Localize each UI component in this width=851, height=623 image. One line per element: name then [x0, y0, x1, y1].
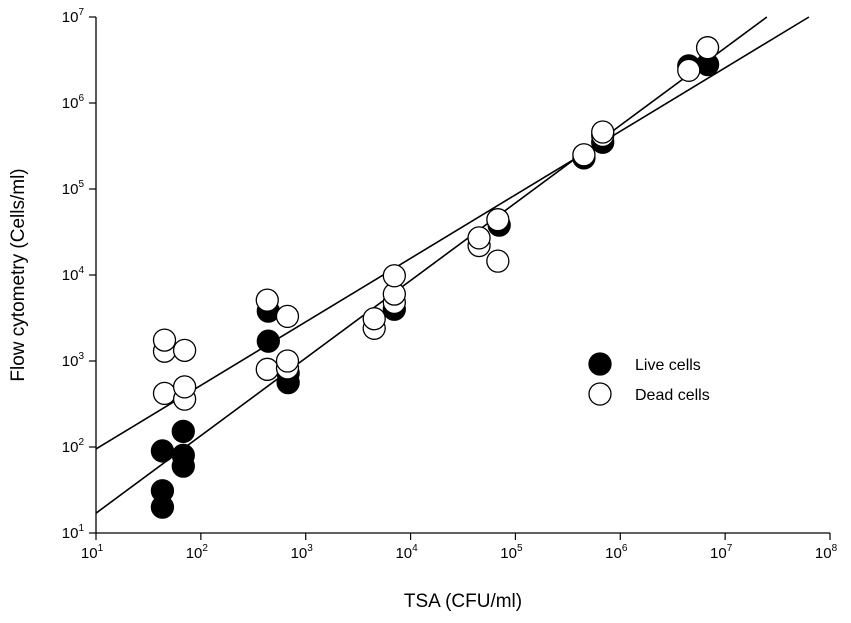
y-tick-exponent: 5 [78, 179, 84, 190]
legend: Live cells Dead cells [588, 352, 710, 406]
x-tick-base: 10 [291, 545, 308, 562]
x-tick-exponent: 1 [98, 543, 104, 554]
y-tick-base: 10 [62, 439, 79, 456]
x-tick-exponent: 4 [412, 543, 418, 554]
live-cells-point [171, 419, 195, 444]
y-tick-label: 101 [62, 523, 85, 542]
legend-marker-dead-cells [588, 382, 612, 406]
y-tick-exponent: 2 [78, 437, 84, 448]
live-cells-point [150, 479, 175, 503]
y-tick-exponent: 1 [78, 523, 84, 534]
y-tick-base: 10 [62, 181, 79, 198]
x-tick-label: 101 [81, 543, 104, 562]
y-axis-label: Flow cytometry (Cells/ml) [8, 168, 29, 381]
fit-lines [95, 16, 810, 514]
x-tick-base: 10 [605, 545, 622, 562]
x-tick-exponent: 6 [622, 543, 628, 554]
y-tick-label: 102 [62, 437, 85, 456]
x-axis-label: TSA (CFU/ml) [404, 591, 522, 612]
dead-cells-point [275, 349, 300, 373]
y-tick-base: 10 [62, 267, 79, 284]
x-tick-label: 106 [605, 543, 628, 562]
dead-cells-point [591, 120, 615, 144]
dead-cells-point [677, 58, 701, 82]
x-tick-exponent: 8 [832, 543, 838, 554]
dead-cells-point [486, 249, 510, 273]
dead-cells-point [486, 208, 510, 232]
y-tick-label: 103 [62, 351, 85, 370]
live-cells-point [171, 443, 195, 467]
y-tick-exponent: 4 [78, 265, 84, 276]
y-tick-base: 10 [62, 9, 79, 26]
x-tick-exponent: 5 [517, 543, 523, 554]
y-tick-base: 10 [62, 525, 79, 542]
x-ticks: 101 102 103 104 105 106 107 108 [81, 533, 838, 562]
dead-cells-point [695, 36, 720, 60]
dead-cells-point [152, 328, 177, 352]
legend-label-live-cells: Live cells [635, 357, 701, 374]
x-tick-label: 103 [291, 543, 314, 562]
x-tick-label: 102 [186, 543, 209, 562]
y-tick-label: 107 [62, 7, 85, 26]
dead-cells-point [572, 143, 596, 167]
x-tick-base: 10 [710, 545, 727, 562]
data-points [150, 36, 720, 519]
y-tick-exponent: 6 [78, 93, 84, 104]
x-tick-exponent: 3 [307, 543, 313, 554]
dead-cells-point [255, 357, 279, 381]
x-tick-exponent: 2 [202, 543, 208, 554]
x-tick-base: 10 [395, 545, 412, 562]
dead-cells-point [172, 338, 197, 362]
x-tick-base: 10 [815, 545, 832, 562]
x-tick-base: 10 [500, 545, 517, 562]
x-tick-label: 104 [395, 543, 418, 562]
y-tick-label: 106 [62, 93, 85, 112]
dead-cells-point [172, 375, 197, 399]
x-tick-exponent: 7 [727, 543, 733, 554]
dead-fit-line [95, 16, 810, 450]
dead-cells-point [255, 288, 279, 312]
y-tick-label: 105 [62, 179, 85, 198]
y-tick-label: 104 [62, 265, 85, 284]
x-tick-label: 108 [815, 543, 838, 562]
x-tick-label: 105 [500, 543, 523, 562]
dead-cells-point [275, 304, 300, 329]
live-cells-point [150, 439, 175, 463]
x-tick-base: 10 [81, 545, 98, 562]
live-cells-point [256, 329, 280, 353]
y-tick-base: 10 [62, 353, 79, 370]
legend-marker-live-cells [588, 352, 612, 376]
x-tick-label: 107 [710, 543, 733, 562]
y-tick-base: 10 [62, 95, 79, 112]
y-tick-exponent: 3 [78, 351, 84, 362]
dead-cells-point [152, 381, 177, 406]
dead-cells-point [362, 307, 386, 331]
x-tick-base: 10 [186, 545, 203, 562]
y-tick-exponent: 7 [78, 7, 84, 18]
legend-label-dead-cells: Dead cells [635, 387, 710, 404]
dead-cells-point [467, 226, 491, 250]
dead-cells-point [382, 264, 406, 288]
live-fit-line [95, 16, 768, 514]
axes [95, 17, 830, 534]
